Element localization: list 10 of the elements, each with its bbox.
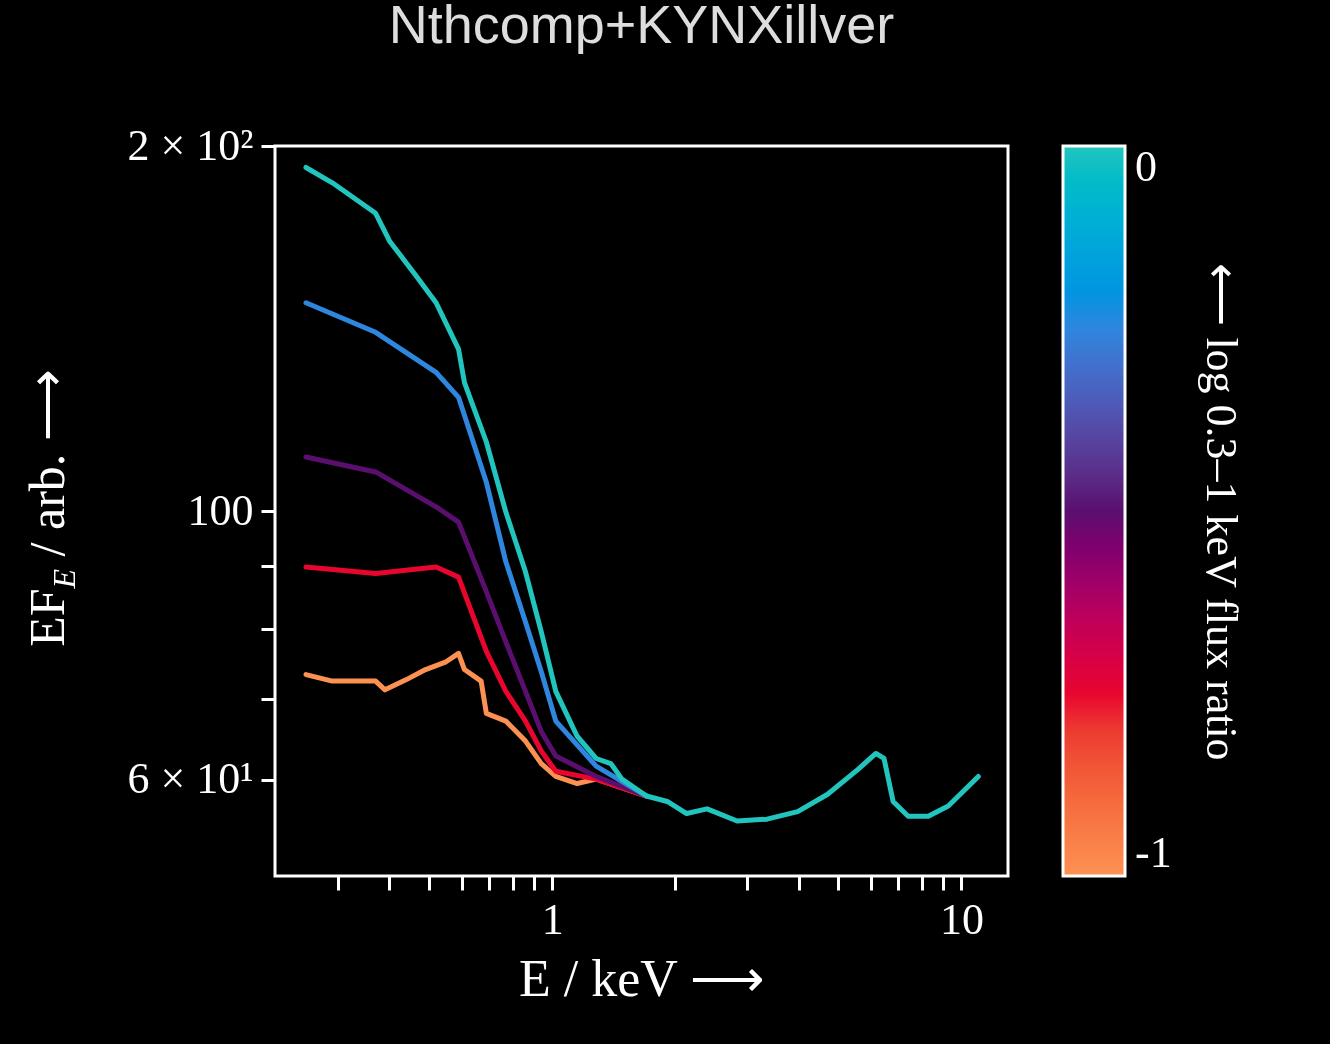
x-tick-label: 1 — [541, 894, 564, 944]
color-bar-label: -1 — [1135, 828, 1172, 877]
x-axis-title: E / keV ⟶ — [519, 949, 765, 1007]
x-tick-label: 10 — [939, 894, 984, 944]
y-tick-label: 2 × 10² — [127, 120, 254, 170]
y-tick-label: 6 × 10¹ — [127, 754, 254, 804]
color-bar-label: 0 — [1135, 142, 1157, 191]
color-bar-title: ⟵ log 0.3–1 keV flux ratio — [1197, 263, 1246, 761]
y-tick-label: 100 — [187, 485, 254, 535]
chart-title: Nthcomp+KYNXillver — [388, 0, 895, 54]
